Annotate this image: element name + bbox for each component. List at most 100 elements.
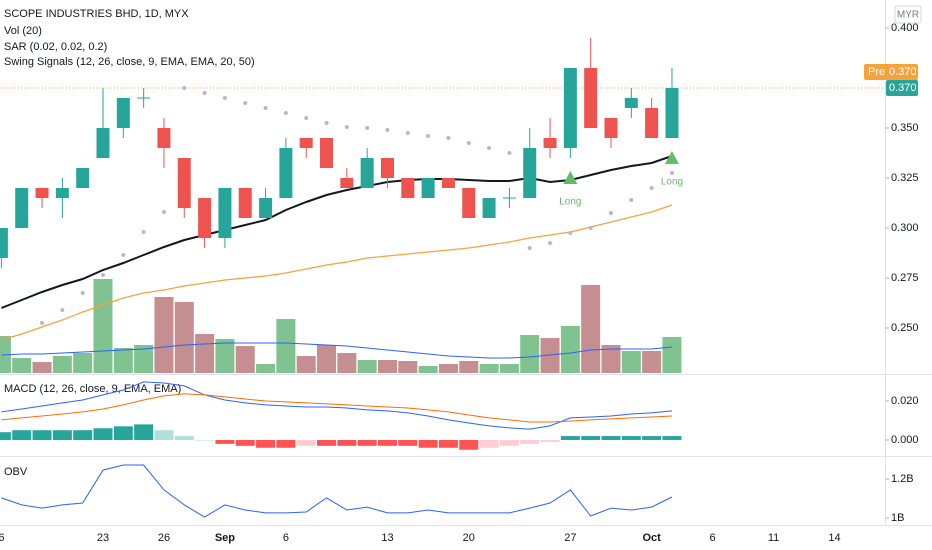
volume-bar bbox=[581, 285, 601, 373]
volume-ma-line bbox=[1, 342, 673, 359]
volume-bar bbox=[662, 337, 682, 373]
y-tick-label: 0.020 bbox=[891, 395, 919, 407]
volume-bar bbox=[32, 362, 52, 373]
ema20-line bbox=[1, 155, 673, 309]
pre-market-label: 0.370 bbox=[889, 66, 917, 78]
sar-dot bbox=[629, 198, 634, 202]
macd-histogram-bar bbox=[12, 430, 32, 440]
sar-dot bbox=[101, 273, 105, 277]
sar-dot bbox=[121, 253, 126, 257]
candle-body bbox=[441, 178, 455, 188]
volume-bar bbox=[154, 297, 174, 373]
volume-bar bbox=[398, 361, 418, 373]
macd-histogram-bar bbox=[398, 439, 418, 446]
macd-histogram-bar bbox=[215, 439, 235, 444]
volume-bar bbox=[113, 348, 133, 373]
candle-body bbox=[279, 148, 293, 198]
candle-body bbox=[360, 158, 374, 188]
signal-label: Long bbox=[559, 197, 581, 208]
macd-histogram-bar bbox=[256, 439, 276, 448]
x-tick-label: Oct bbox=[642, 532, 661, 544]
x-tick-label: Sep bbox=[215, 532, 235, 544]
sar-dot bbox=[507, 151, 512, 155]
macd-histogram-bar bbox=[93, 428, 113, 440]
currency-box[interactable] bbox=[894, 5, 922, 24]
candle-body bbox=[157, 128, 171, 148]
volume-bar bbox=[499, 364, 519, 373]
candle-body bbox=[238, 188, 252, 218]
x-tick-label: 11 bbox=[768, 532, 779, 544]
indicator-title: Swing Signals (12, 26, close, 9, EMA, EM… bbox=[4, 56, 255, 68]
macd-histogram-bar bbox=[520, 439, 540, 444]
macd-histogram-bar bbox=[357, 439, 377, 446]
macd-histogram-bar bbox=[499, 439, 519, 446]
candle-body bbox=[645, 108, 659, 138]
sar-dot bbox=[40, 321, 45, 325]
sar-dot bbox=[161, 210, 166, 214]
x-tick-label: 13 bbox=[381, 532, 393, 544]
volume-bar bbox=[337, 353, 357, 373]
volume-bar bbox=[357, 360, 377, 373]
volume-bar bbox=[621, 351, 641, 373]
volume-bar bbox=[296, 356, 316, 373]
macd-histogram-bar bbox=[337, 439, 357, 446]
candle-body bbox=[584, 68, 598, 128]
candle-body bbox=[462, 188, 476, 218]
candle-body bbox=[198, 198, 212, 238]
candle-body bbox=[259, 198, 273, 218]
x-tick-label: 14 bbox=[828, 532, 840, 544]
sar-dot bbox=[487, 146, 492, 150]
candle-body bbox=[340, 178, 354, 188]
candle-body bbox=[299, 138, 313, 148]
sar-dot bbox=[527, 246, 532, 250]
volume-bar bbox=[52, 356, 72, 373]
y-tick-label: 0.250 bbox=[891, 322, 919, 334]
sar-dot bbox=[222, 96, 227, 100]
candle-body bbox=[421, 178, 435, 198]
macd-signal-line bbox=[1, 393, 673, 423]
sar-dot bbox=[669, 171, 674, 175]
x-tick-label: 6 bbox=[283, 532, 289, 544]
macd-histogram-bar bbox=[73, 430, 93, 440]
last-price-box bbox=[886, 80, 918, 96]
ema50-line bbox=[1, 204, 673, 341]
pre-market-box bbox=[864, 64, 918, 80]
macd-histogram-bar bbox=[621, 436, 641, 440]
x-tick-label: 20 bbox=[463, 532, 475, 544]
sar-dot bbox=[283, 111, 288, 115]
volume-bar bbox=[195, 334, 215, 373]
y-tick-label: 0.275 bbox=[891, 272, 919, 284]
sar-dot bbox=[182, 86, 187, 90]
y-tick-label: 0.400 bbox=[891, 22, 919, 34]
macd-histogram-bar bbox=[113, 426, 133, 440]
macd-histogram-bar bbox=[479, 439, 499, 448]
candle-body bbox=[15, 188, 29, 228]
chart-title: SCOPE INDUSTRIES BHD, 1D, MYX bbox=[4, 8, 189, 20]
macd-histogram-bar bbox=[317, 439, 337, 446]
y-tick-label: 1B bbox=[891, 512, 904, 524]
volume-bar bbox=[276, 319, 296, 373]
volume-bar bbox=[459, 361, 479, 373]
macd-histogram-bar bbox=[418, 439, 438, 448]
sar-dot bbox=[426, 134, 431, 138]
x-tick-label: 6 bbox=[0, 532, 4, 544]
volume-bar bbox=[317, 345, 337, 373]
macd-histogram-bar bbox=[0, 432, 11, 440]
macd-histogram-bar bbox=[296, 439, 316, 446]
y-tick-label: 0.300 bbox=[891, 222, 919, 234]
sar-dot bbox=[405, 131, 410, 135]
macd-histogram-bar bbox=[174, 436, 194, 440]
candle-body bbox=[96, 128, 110, 158]
macd-histogram-bar bbox=[581, 436, 601, 440]
candle-body bbox=[665, 88, 679, 138]
sar-dot bbox=[141, 230, 146, 234]
macd-histogram-bar bbox=[459, 439, 479, 450]
volume-bar bbox=[134, 345, 154, 373]
sar-dot bbox=[649, 186, 654, 190]
y-tick-label: 0.325 bbox=[891, 172, 919, 184]
sar-dot bbox=[202, 91, 207, 95]
volume-bar bbox=[601, 345, 621, 373]
signal-label: Long bbox=[661, 177, 683, 188]
sar-dot bbox=[446, 136, 451, 140]
indicator-title: MACD (12, 26, close, 9, EMA, EMA) bbox=[4, 383, 181, 395]
